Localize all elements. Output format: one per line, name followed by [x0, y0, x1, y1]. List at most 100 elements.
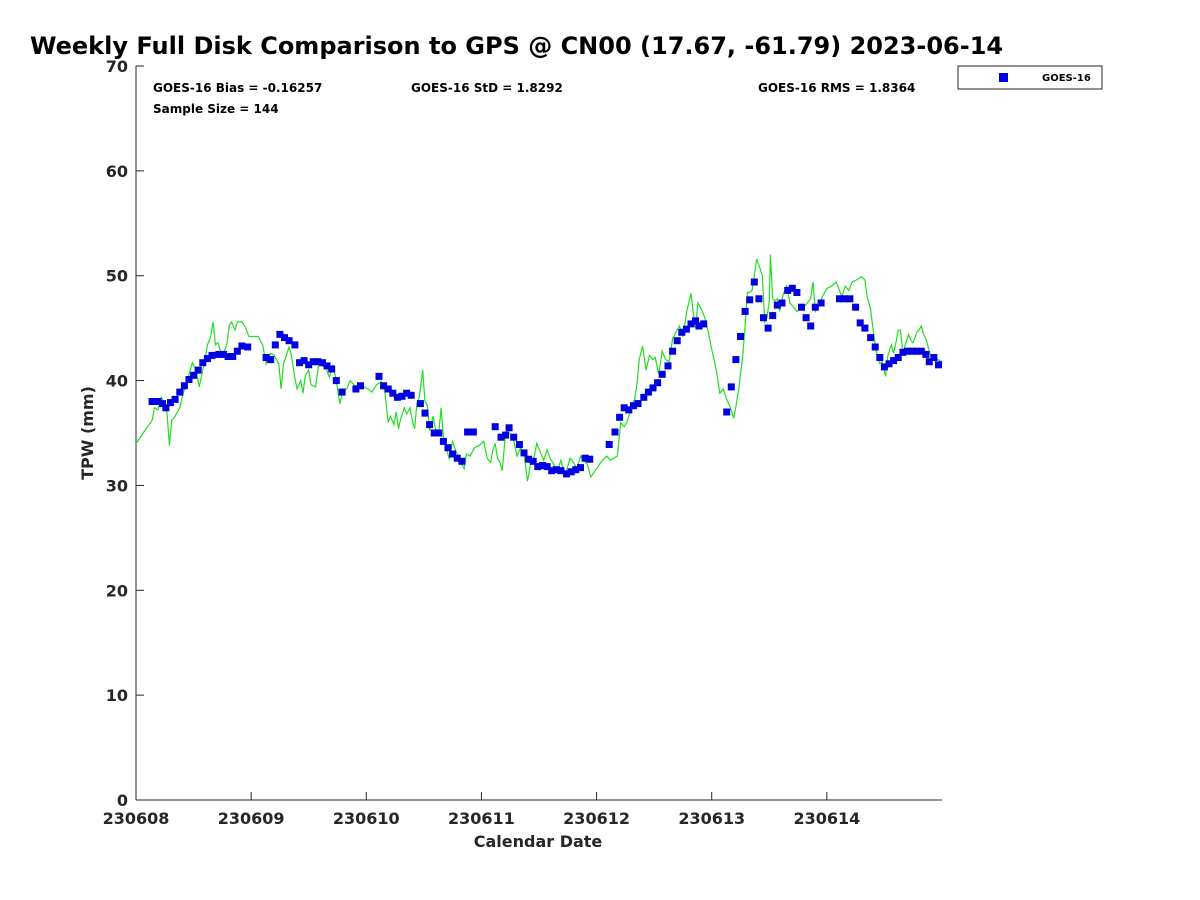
goes-point — [741, 307, 749, 315]
goes-point — [421, 409, 429, 417]
goes-point — [737, 333, 744, 340]
goes-point — [380, 382, 388, 390]
goes-point — [876, 354, 884, 361]
goes-point — [357, 382, 364, 390]
goes-point — [375, 372, 383, 380]
goes-point — [802, 314, 810, 322]
goes-point — [890, 357, 898, 365]
goes-point — [629, 402, 637, 410]
goes-point — [291, 341, 299, 349]
goes-point — [773, 301, 781, 309]
goes-point — [534, 463, 542, 471]
goes-point — [271, 341, 279, 349]
goes-point — [611, 428, 619, 436]
y-ticks: 0 10 20 30 40 50 60 70 — [106, 57, 144, 810]
x-ticks: 230608 230609 230610 230611 230612 230613 2306… — [103, 792, 860, 828]
goes-series — [148, 278, 942, 478]
goes-point — [616, 413, 624, 421]
legend-box — [957, 65, 1103, 90]
goes-point — [577, 464, 584, 472]
y-tick-label: 20 — [106, 581, 128, 600]
goes-point — [769, 312, 777, 320]
goes-point — [649, 384, 657, 392]
goes-point — [640, 393, 648, 401]
y-tick-label: 30 — [106, 476, 128, 495]
goes-point — [389, 389, 397, 397]
goes-point — [332, 377, 340, 385]
legend: GOES-16 — [957, 65, 1103, 90]
goes-point — [162, 404, 170, 412]
goes-point — [176, 388, 184, 396]
goes-point — [328, 365, 336, 373]
goes-point — [510, 433, 518, 441]
goes-point — [894, 354, 902, 361]
goes-point — [458, 457, 466, 465]
goes-point — [539, 462, 546, 469]
goes-point — [846, 295, 854, 303]
goes-point — [199, 359, 207, 367]
goes-point — [520, 449, 528, 457]
goes-point — [930, 354, 938, 361]
goes-point — [664, 362, 672, 370]
goes-point — [439, 437, 447, 445]
goes-point — [449, 450, 457, 458]
goes-point — [871, 343, 879, 351]
goes-point — [305, 361, 313, 369]
goes-point — [885, 360, 893, 368]
x-tick-label: 230614 — [793, 809, 860, 828]
goes-point — [856, 319, 864, 327]
goes-point — [723, 408, 731, 416]
y-tick-label: 50 — [106, 267, 128, 286]
y-tick-label: 10 — [106, 686, 128, 705]
goes-point — [548, 467, 556, 475]
goes-point — [148, 398, 156, 405]
goes-point — [469, 428, 477, 436]
goes-point — [784, 286, 792, 294]
goes-point — [154, 398, 162, 405]
x-axis-label: Calendar Date — [474, 832, 603, 851]
goes-point — [220, 350, 227, 358]
goes-point — [922, 350, 930, 358]
gps-series-line — [135, 254, 943, 482]
goes-point — [171, 395, 179, 403]
goes-point — [238, 342, 246, 350]
goes-point — [746, 296, 754, 304]
goes-point — [700, 320, 708, 328]
goes-point — [502, 431, 510, 439]
goes-point — [430, 429, 438, 437]
goes-point — [567, 468, 575, 476]
y-tick-label: 0 — [117, 791, 128, 810]
sample-size-stat: Sample Size = 144 — [153, 102, 279, 116]
goes-point — [644, 388, 652, 396]
goes-point — [296, 359, 303, 367]
goes-point — [180, 382, 188, 390]
goes-point — [682, 325, 690, 333]
goes-point — [861, 324, 869, 332]
goes-point — [727, 383, 735, 391]
goes-point — [673, 337, 681, 345]
goes-point — [563, 470, 571, 478]
x-tick-label: 230612 — [563, 809, 630, 828]
goes-point — [224, 353, 232, 360]
goes-point — [764, 324, 772, 332]
goes-point — [678, 328, 686, 336]
goes-point — [407, 391, 415, 399]
x-tick-label: 230613 — [678, 809, 745, 828]
goes-point — [586, 455, 594, 463]
goes-point — [732, 356, 740, 364]
goes-point — [285, 337, 293, 345]
goes-point — [229, 353, 237, 360]
goes-point — [426, 421, 434, 429]
goes-point — [908, 347, 916, 355]
y-axis-label: TPW (mm) — [78, 386, 97, 480]
x-tick-label: 230610 — [333, 809, 400, 828]
legend-marker — [999, 73, 1008, 82]
rms-stat: GOES-16 RMS = 1.8364 — [758, 81, 915, 95]
goes-point — [453, 454, 461, 462]
goes-point — [807, 322, 815, 330]
goes-point — [605, 441, 613, 448]
goes-point — [262, 354, 270, 361]
goes-point — [276, 330, 284, 338]
goes-point — [695, 322, 703, 330]
